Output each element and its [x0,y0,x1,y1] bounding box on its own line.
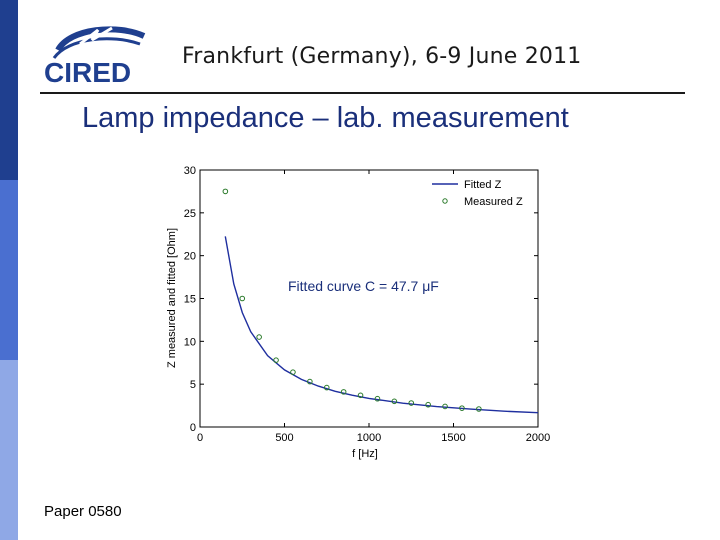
measured-z-point [256,334,262,340]
measured-z-point [340,389,347,395]
measured-z-point [323,384,330,391]
measured-z-point [408,400,415,406]
y-axis-label: Z measured and fitted [Ohm] [166,228,178,368]
legend-label-measured: Measured Z [464,196,523,208]
measured-z-point [357,392,364,399]
measured-z-point [425,401,431,408]
legend-label-fitted: Fitted Z [464,179,502,191]
measured-z-point [222,188,229,195]
sidebar-band-middle [0,180,18,360]
x-tick-label: 500 [275,432,293,444]
sidebar-band-bottom [0,360,18,540]
logo-text: CIRED [44,57,131,88]
fitted-z-line [224,236,539,414]
x-tick-label: 0 [197,432,203,444]
measured-z-point [459,405,465,411]
y-tick-label: 25 [184,208,196,220]
measured-z-point [273,357,279,363]
chart-annotation: Fitted curve C = 47.7 μF [288,278,439,294]
y-tick-label: 0 [190,422,196,434]
measured-z-point [476,406,482,412]
paper-number: Paper 0580 [44,503,122,520]
y-tick-label: 5 [190,379,196,391]
sidebar-band-top [0,0,18,180]
measured-z-point [290,369,296,375]
y-tick-label: 20 [184,251,196,263]
plot-area [199,169,539,428]
x-tick-label: 1500 [441,432,465,444]
measured-z-point [391,398,398,405]
x-tick-label: 1000 [357,432,381,444]
x-axis-label: f [Hz] [352,448,378,460]
conference-header: Frankfurt (Germany), 6-9 June 2011 [182,44,582,69]
impedance-chart: 0 5 10 15 20 25 30 0 500 1000 1500 2000 Fitted Z M… [166,165,550,460]
header-divider [40,92,685,94]
legend: Fitted Z Measured Z [427,174,533,212]
measured-z-point [239,295,246,302]
measured-z-point [374,395,381,402]
legend-marker-swatch [442,198,448,204]
slide-title: Lamp impedance – lab. measurement [82,102,569,134]
cired-logo: CIRED [44,26,146,88]
y-tick-label: 10 [184,336,196,348]
x-tick-label: 2000 [526,432,550,444]
y-tick-label: 15 [184,294,196,306]
measured-z-point [307,378,313,385]
measured-z-point [442,403,448,410]
y-tick-label: 30 [184,165,196,177]
